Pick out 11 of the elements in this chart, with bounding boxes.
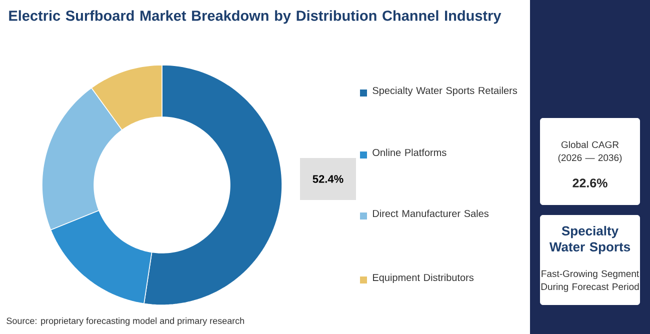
legend-label: Equipment Distributors xyxy=(373,274,474,284)
text: Global CAGR (2026 — 2036) xyxy=(558,141,622,163)
legend-label: Online Platforms xyxy=(372,148,446,156)
text: Fast-Growing Segment During Forecast Period xyxy=(541,270,640,292)
source-note: Source: proprietary forecasting model and primary research xyxy=(6,317,244,326)
legend-label: Specialty Water Sports Retailers xyxy=(372,86,518,96)
legend-label: Direct Manufacturer Sales xyxy=(373,210,489,218)
text: 22.6% xyxy=(572,178,608,188)
data-label: 52.4% xyxy=(312,175,344,183)
chart-title: Electric Surfboard Market Breakdown by Distribution Channel Industry xyxy=(9,10,502,24)
text: Specialty Water Sports xyxy=(549,226,630,254)
